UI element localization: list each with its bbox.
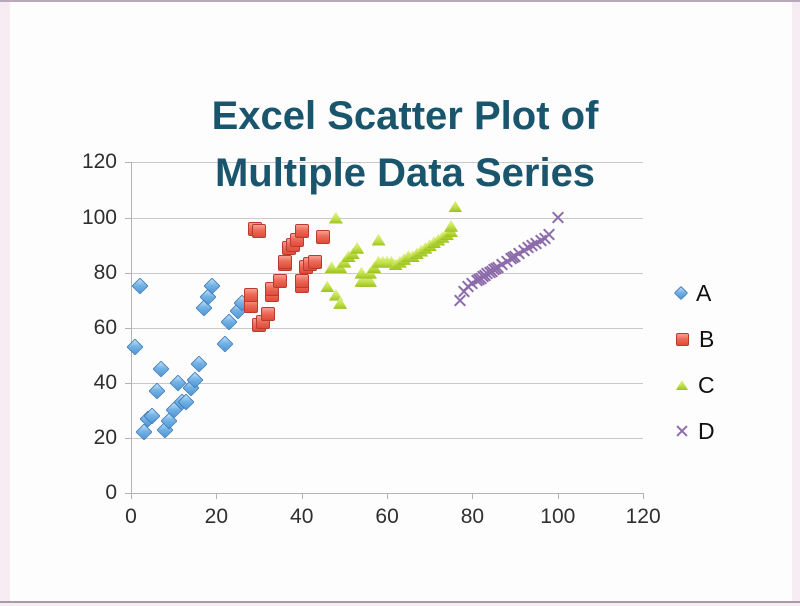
point-b (273, 273, 288, 288)
point-b (260, 306, 275, 321)
legend-item-d: D (676, 408, 715, 454)
legend-label-c: C (698, 371, 715, 398)
point-a (131, 277, 149, 295)
point-b (307, 254, 322, 269)
legend-item-b: B (676, 316, 715, 362)
triangle-marker-icon (676, 380, 688, 390)
point-a (152, 360, 170, 378)
point-a (190, 355, 208, 372)
chart-background (10, 2, 792, 601)
point-b (277, 254, 292, 269)
point-b (243, 287, 258, 302)
chart-title: Excel Scatter Plot of Multiple Data Seri… (140, 88, 670, 202)
point-c (444, 219, 459, 232)
chart-title-line1: Excel Scatter Plot of (211, 94, 599, 138)
point-c (448, 200, 463, 213)
point-d (551, 211, 564, 224)
point-a (216, 335, 234, 353)
legend-label-d: D (698, 417, 715, 444)
point-a (126, 338, 144, 356)
frame-top-border (0, 0, 800, 2)
legend-item-a: A (673, 270, 715, 316)
diamond-marker-icon (673, 285, 689, 301)
point-c (371, 233, 386, 246)
legend-label-a: A (696, 279, 712, 306)
chart-title-line2: Multiple Data Series (214, 151, 596, 195)
point-a (148, 382, 166, 400)
legend-item-c: C (676, 362, 715, 408)
point-b (294, 224, 309, 239)
point-c (320, 280, 335, 293)
point-c (350, 241, 365, 254)
point-b (294, 273, 309, 288)
legend: A B C D (673, 270, 715, 454)
frame-bottom-border (0, 601, 800, 603)
square-marker-icon (676, 332, 689, 346)
point-b (316, 229, 331, 244)
x-marker-icon (676, 425, 688, 437)
point-b (252, 224, 267, 239)
point-d (543, 228, 556, 241)
legend-label-b: B (699, 325, 715, 352)
